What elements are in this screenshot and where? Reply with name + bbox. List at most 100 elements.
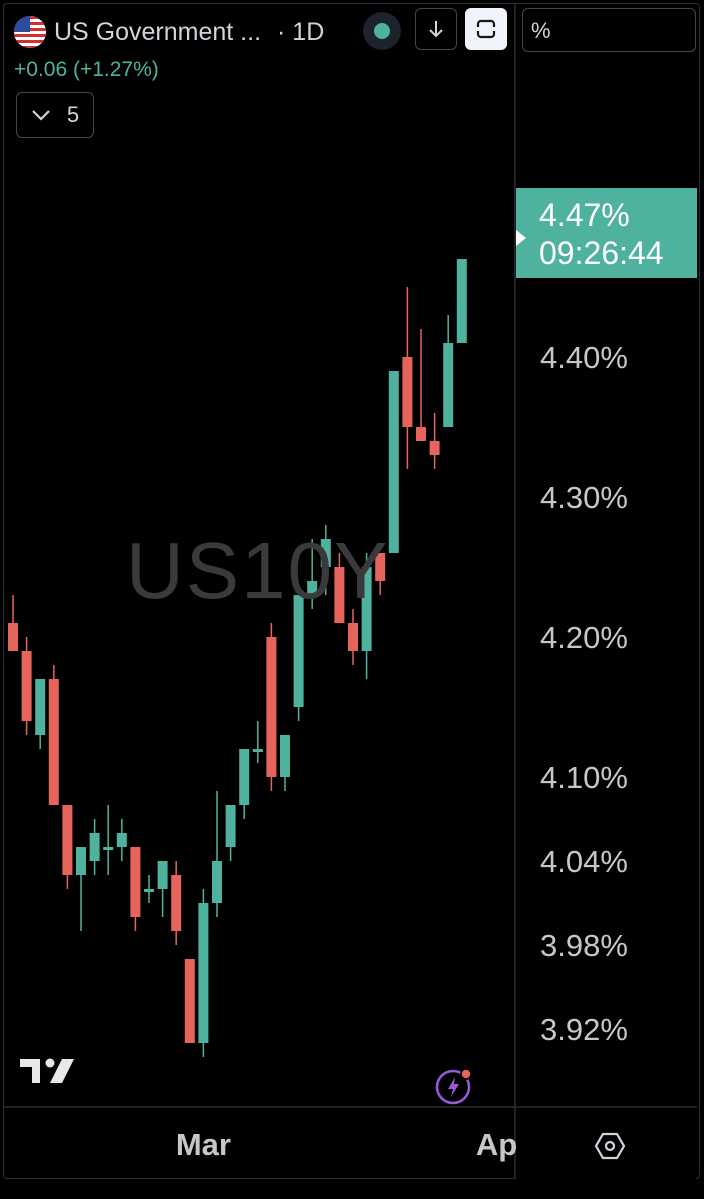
symbol-title[interactable]: US Government ... (54, 17, 262, 46)
y-tick-label: 4.30% (540, 480, 628, 515)
y-tick-label: 3.92% (540, 1012, 628, 1047)
candle-body (334, 567, 345, 623)
candle-body (144, 889, 154, 892)
candle-body (456, 259, 467, 343)
candle-body (443, 343, 454, 427)
settings-hexagon-icon[interactable] (594, 1130, 626, 1167)
interval-label[interactable]: · 1D (277, 17, 325, 46)
indicator-count: 5 (66, 102, 80, 127)
candle-body (76, 847, 86, 875)
candle (388, 371, 399, 553)
candle-body (212, 861, 222, 903)
market-status-button[interactable] (363, 12, 401, 50)
candle-body (225, 805, 236, 847)
candle (456, 259, 467, 343)
candle-body (239, 749, 250, 805)
candle (307, 539, 318, 609)
candle (375, 553, 386, 595)
candle-body (293, 595, 304, 707)
candle-body (402, 357, 413, 427)
candle (35, 679, 46, 749)
candle (239, 749, 250, 819)
chart-frame (3, 3, 700, 1179)
candle-body (103, 847, 114, 850)
last-price-label: 4.47% 09:26:44 (516, 188, 697, 278)
y-tick-label: 4.20% (540, 620, 628, 655)
candle (320, 525, 331, 595)
price-change: +0.06 (+1.27%) (14, 58, 159, 81)
candle-body (130, 847, 141, 917)
candle (293, 595, 304, 721)
candle (116, 819, 127, 861)
chevron-down-icon (32, 110, 50, 121)
candle (21, 637, 32, 735)
candle-body (375, 553, 386, 581)
candle-body (35, 679, 46, 735)
candle-body (252, 749, 263, 752)
candle (280, 735, 290, 791)
x-tick-label: Mar (176, 1127, 231, 1162)
y-tick-label: 4.40% (540, 340, 628, 375)
candle (348, 609, 358, 665)
candle-body (198, 903, 209, 1043)
reload-icon (476, 19, 496, 39)
candle-body (416, 427, 426, 441)
candle (62, 805, 73, 889)
candle (89, 819, 100, 875)
candle-body (388, 371, 399, 553)
candle (252, 721, 263, 763)
candle-body (280, 735, 290, 777)
candle (361, 553, 372, 679)
candle-body (48, 679, 59, 805)
last-price-countdown: 09:26:44 (539, 235, 664, 271)
candle-body (62, 805, 73, 875)
candle (48, 665, 59, 805)
candle (198, 889, 209, 1057)
candle (144, 875, 154, 903)
candle-body (429, 441, 440, 455)
candle-body (8, 623, 18, 651)
candle (103, 805, 114, 875)
gridlines (4, 4, 697, 1178)
last-price-value: 4.47% (539, 197, 630, 233)
candle-body (171, 875, 182, 931)
candle (130, 847, 141, 931)
unit-selector[interactable]: % (522, 8, 696, 52)
reload-button[interactable] (465, 8, 507, 50)
arrow-down-icon (429, 21, 443, 38)
candle-body (21, 651, 32, 721)
candle (157, 861, 168, 917)
candle (266, 623, 277, 791)
candle-body (184, 959, 195, 1043)
candle-body (266, 637, 277, 777)
candle-body (348, 623, 358, 651)
candle (334, 553, 345, 623)
candle-body (361, 567, 372, 651)
candle (225, 805, 236, 861)
market-status-dot (374, 23, 390, 39)
download-button[interactable] (415, 8, 457, 50)
symbol-header[interactable]: US Government ... · 1D (14, 12, 324, 52)
candle (443, 315, 454, 427)
candle-body (320, 539, 331, 567)
candle (171, 861, 182, 945)
flag-icon (14, 16, 46, 48)
candle (212, 791, 222, 917)
candle-body (157, 861, 168, 889)
y-tick-label: 4.04% (540, 844, 628, 879)
candle (184, 959, 195, 1043)
tradingview-logo-icon[interactable] (20, 1055, 76, 1092)
y-tick-label: 4.10% (540, 760, 628, 795)
candle-body (116, 833, 127, 847)
candles (8, 259, 467, 1057)
candle (416, 329, 426, 441)
candle (429, 413, 440, 469)
candle-body (307, 581, 318, 595)
lightning-icon[interactable] (434, 1066, 474, 1111)
price-axis: 4.50%4.40%4.30%4.20%4.10%4.04%3.98%3.92% (540, 200, 628, 1047)
y-tick-label: 3.98% (540, 928, 628, 963)
candle (402, 287, 413, 469)
indicators-toggle-button[interactable]: 5 (16, 92, 94, 138)
candle-body (89, 833, 100, 861)
